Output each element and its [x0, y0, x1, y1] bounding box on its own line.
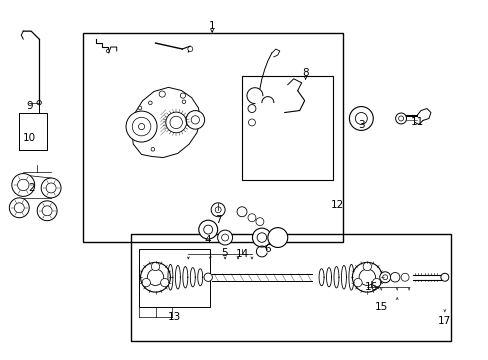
Text: 17: 17	[437, 316, 450, 326]
Text: 3: 3	[357, 121, 364, 130]
Circle shape	[46, 183, 56, 193]
Circle shape	[349, 107, 372, 130]
Circle shape	[180, 93, 185, 98]
Circle shape	[41, 178, 61, 198]
Text: 9: 9	[26, 100, 33, 111]
Circle shape	[352, 262, 382, 292]
Circle shape	[148, 101, 152, 105]
Circle shape	[215, 207, 221, 213]
Circle shape	[138, 106, 142, 110]
Circle shape	[247, 214, 255, 222]
Text: 10: 10	[22, 133, 36, 143]
Circle shape	[248, 119, 255, 126]
Circle shape	[198, 220, 217, 239]
Bar	[83, 33, 343, 242]
Text: 2: 2	[28, 183, 35, 193]
Circle shape	[217, 230, 232, 245]
Circle shape	[160, 278, 169, 287]
Circle shape	[138, 123, 144, 130]
Circle shape	[358, 269, 375, 285]
Bar	[138, 249, 210, 307]
Circle shape	[170, 116, 182, 129]
Circle shape	[185, 111, 204, 129]
Circle shape	[211, 203, 224, 217]
Circle shape	[191, 116, 199, 124]
Circle shape	[42, 206, 52, 216]
Circle shape	[372, 278, 380, 287]
Circle shape	[237, 207, 246, 217]
Polygon shape	[131, 87, 200, 158]
Circle shape	[142, 278, 150, 287]
Text: 11: 11	[409, 117, 423, 127]
Text: 16: 16	[364, 282, 377, 292]
Circle shape	[355, 113, 366, 125]
Circle shape	[353, 278, 362, 287]
Text: 4: 4	[204, 234, 211, 244]
Circle shape	[363, 262, 371, 271]
Circle shape	[382, 275, 387, 280]
Circle shape	[203, 273, 212, 282]
Circle shape	[255, 218, 264, 226]
Circle shape	[9, 198, 29, 218]
Circle shape	[440, 273, 448, 281]
Circle shape	[389, 273, 399, 282]
Circle shape	[18, 179, 29, 191]
Circle shape	[159, 91, 165, 97]
Circle shape	[151, 262, 160, 271]
Circle shape	[187, 46, 192, 51]
Text: 6: 6	[264, 244, 271, 255]
Circle shape	[147, 269, 163, 285]
Circle shape	[126, 111, 157, 142]
Circle shape	[398, 116, 403, 121]
Circle shape	[182, 100, 185, 104]
Circle shape	[247, 105, 255, 113]
Circle shape	[132, 117, 150, 136]
Text: 12: 12	[330, 200, 344, 210]
Circle shape	[14, 203, 24, 213]
Text: 13: 13	[167, 312, 181, 322]
Text: 15: 15	[374, 302, 387, 312]
Bar	[19, 113, 47, 150]
Text: 5: 5	[221, 248, 227, 258]
Text: 14: 14	[235, 249, 248, 260]
Circle shape	[252, 228, 271, 247]
Text: 1: 1	[208, 21, 215, 31]
Circle shape	[203, 225, 212, 234]
Circle shape	[267, 228, 287, 247]
Circle shape	[37, 100, 41, 105]
Circle shape	[257, 233, 266, 242]
Circle shape	[37, 201, 57, 221]
Circle shape	[379, 272, 390, 283]
Bar	[242, 76, 333, 180]
Circle shape	[151, 148, 154, 151]
Text: 7: 7	[214, 215, 221, 225]
Circle shape	[221, 234, 228, 241]
Circle shape	[400, 273, 408, 281]
Circle shape	[106, 50, 109, 53]
Circle shape	[141, 262, 170, 292]
Circle shape	[395, 113, 406, 124]
Circle shape	[12, 174, 35, 196]
Text: 8: 8	[302, 68, 308, 78]
Bar	[130, 234, 450, 341]
